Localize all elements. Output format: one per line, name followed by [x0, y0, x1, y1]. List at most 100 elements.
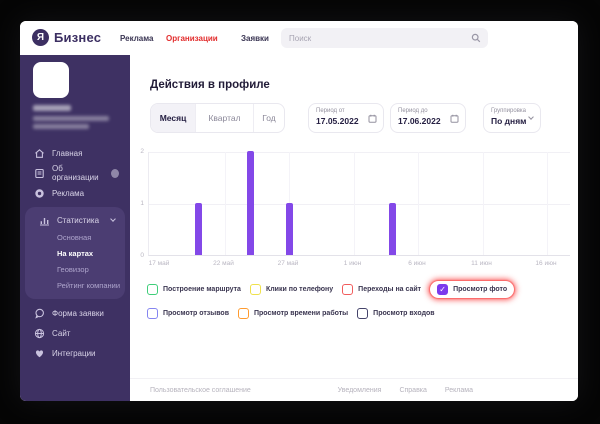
home-icon [34, 148, 45, 159]
tab-month[interactable]: Месяц [151, 104, 195, 132]
period-to-value: 17.06.2022 [398, 116, 441, 126]
chevron-down-icon [110, 216, 116, 222]
period-from-label: Период от [316, 108, 345, 114]
y-tick-label: 1 [140, 200, 144, 207]
company-address-blurred-line2 [33, 124, 89, 129]
period-from-value: 17.05.2022 [316, 116, 359, 126]
tab-year[interactable]: Год [253, 104, 284, 132]
legend-item-photo-views-highlighted[interactable]: ✓ Просмотр фото [430, 281, 515, 298]
grouping-label: Группировка [491, 108, 526, 114]
grouping-select[interactable]: Группировка По дням [483, 103, 541, 133]
x-tick-label: 11 июн [471, 260, 492, 267]
yandex-logo-icon: Я [32, 29, 49, 46]
x-tick-label: 17 май [148, 260, 170, 267]
period-from-field[interactable]: Период от 17.05.2022 [308, 103, 384, 133]
heart-icon [34, 348, 45, 359]
search-input[interactable] [289, 28, 469, 48]
legend-label: Просмотр фото [453, 286, 508, 293]
sidebar-item-site[interactable]: Сайт [20, 323, 130, 343]
sidebar-item-about-organization[interactable]: Об организации [20, 163, 130, 183]
org-notification-badge [111, 168, 119, 178]
checkbox-hours-views[interactable] [238, 308, 249, 319]
x-tick-label: 16 июн [535, 260, 557, 267]
sidebar-item-home[interactable]: Главная [20, 143, 130, 163]
logo-text: Бизнес [54, 30, 102, 45]
chart-bar[interactable] [388, 203, 396, 255]
footer-link-user-agreement[interactable]: Пользовательское соглашение [150, 386, 251, 394]
yandex-business-logo[interactable]: Я Бизнес [32, 29, 101, 46]
y-tick-label: 2 [140, 148, 144, 155]
sidebar-subitem-main-stats[interactable]: Основная [25, 229, 125, 245]
checkbox-photo-views[interactable]: ✓ [437, 284, 449, 295]
subitem-label: Геовизор [57, 264, 89, 274]
legend-label: Клики по телефону [265, 286, 334, 293]
period-tabs: Месяц Квартал Год [150, 103, 285, 133]
calendar-icon[interactable] [368, 114, 377, 123]
sidebar-item-statistics[interactable]: Статистика [25, 211, 125, 229]
sidebar-item-label: Главная [52, 148, 83, 158]
legend-label: Просмотр времени работы [254, 310, 349, 317]
x-tick-label: 6 июн [408, 260, 426, 267]
sidebar-item-integrations[interactable]: Интеграции [20, 343, 130, 363]
search-icon [471, 33, 481, 43]
checkbox-review-views[interactable] [147, 308, 158, 319]
search-box[interactable] [281, 28, 488, 48]
grouping-value: По дням [491, 116, 527, 126]
sidebar-item-ads[interactable]: Реклама [20, 183, 130, 203]
x-tick-label: 22 май [213, 260, 234, 267]
bar-chart-plot [148, 151, 570, 256]
company-logo-placeholder [33, 62, 69, 98]
calendar-icon[interactable] [450, 114, 459, 123]
document-icon [34, 168, 45, 179]
subitem-label: Рейтинг компании [57, 280, 121, 290]
legend-item-hours-views[interactable]: Просмотр времени работы [238, 308, 348, 319]
page-title: Действия в профиле [150, 79, 270, 91]
checkbox-phone-clicks[interactable] [249, 284, 261, 295]
legend-item-phone-clicks[interactable]: Клики по телефону [249, 284, 334, 295]
x-tick-label: 27 май [277, 260, 299, 267]
top-nav-ads[interactable]: Реклама [120, 34, 154, 43]
subitem-label: Основная [57, 232, 92, 242]
period-to-label: Период до [398, 108, 428, 114]
sidebar-item-label: Форма заявки [52, 308, 104, 318]
checkbox-site-visits[interactable] [342, 284, 354, 295]
app-window: Я Бизнес Реклама Организации Заявки Глав… [20, 21, 578, 401]
gridline-vertical [224, 152, 226, 255]
sidebar-item-label: Реклама [52, 188, 85, 198]
top-bar: Я Бизнес Реклама Организации Заявки [20, 21, 578, 55]
gridline-horizontal [149, 204, 570, 205]
sidebar-subitem-geovisor[interactable]: Геовизор [25, 261, 125, 277]
sidebar-item-label: Об организации [52, 164, 99, 182]
tab-quarter[interactable]: Квартал [195, 104, 253, 132]
legend-label: Просмотр отзывов [163, 310, 229, 317]
y-tick-label: 0 [140, 252, 144, 259]
legend-item-review-views[interactable]: Просмотр отзывов [147, 308, 229, 319]
gridline-vertical [547, 152, 548, 255]
subitem-label: На картах [57, 248, 94, 258]
chart-bar[interactable] [285, 203, 293, 255]
gridline-vertical [418, 152, 419, 255]
legend-item-entrance-views[interactable]: Просмотр входов [357, 308, 435, 319]
sidebar-subitem-company-rating[interactable]: Рейтинг компании [25, 277, 125, 293]
legend-item-site-visits[interactable]: Переходы на сайт [342, 284, 421, 295]
footer-link-ads[interactable]: Реклама [444, 386, 473, 394]
chart-bar[interactable] [246, 151, 254, 255]
checkbox-entrance-views[interactable] [357, 308, 369, 319]
period-to-field[interactable]: Период до 17.06.2022 [390, 103, 466, 133]
ads-icon [34, 188, 45, 199]
sidebar-subitem-on-maps[interactable]: На картах [25, 245, 125, 261]
chart-bar[interactable] [195, 203, 203, 255]
legend-row-2: Просмотр отзывов Просмотр времени работы… [147, 308, 435, 319]
x-tick-label: 1 июн [343, 260, 362, 267]
top-nav-organizations[interactable]: Организации [166, 34, 218, 43]
sidebar: Главная Об организации Реклама [20, 55, 130, 401]
chat-icon [34, 308, 45, 319]
legend-item-route[interactable]: Построение маршрута [147, 284, 241, 295]
sidebar-item-request-form[interactable]: Форма заявки [20, 303, 130, 323]
gridline-horizontal [149, 152, 570, 153]
footer-link-notifications[interactable]: Уведомления [337, 386, 382, 394]
checkbox-route[interactable] [147, 284, 158, 295]
sidebar-item-label: Интеграции [52, 348, 96, 358]
footer-link-help[interactable]: Справка [399, 386, 427, 394]
top-nav-requests[interactable]: Заявки [241, 34, 269, 43]
